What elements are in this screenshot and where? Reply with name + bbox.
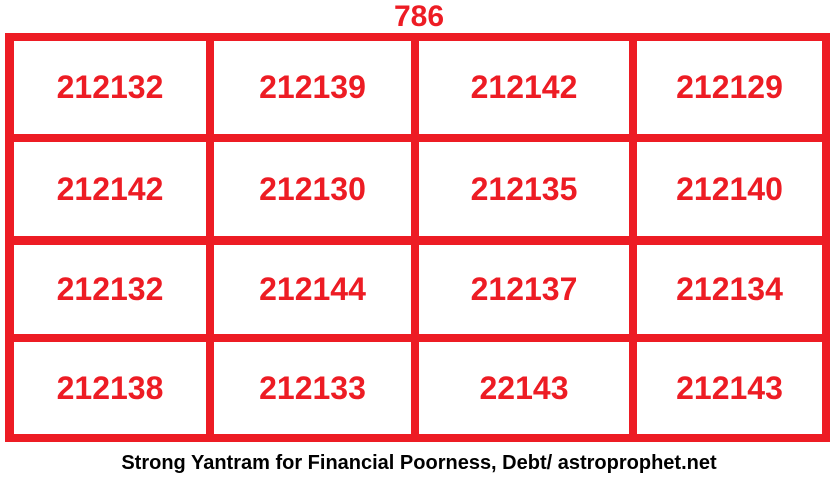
yantra-grid: 212132 212139 212142 212129 212142 212130 2121… bbox=[5, 33, 830, 442]
caption: Strong Yantram for Financial Poorness, D… bbox=[121, 452, 717, 474]
yantra-cell: 212132 bbox=[14, 41, 206, 134]
yantra-cell: 22143 bbox=[419, 342, 629, 434]
yantra-cell: 212129 bbox=[637, 41, 822, 134]
yantra-cell: 212137 bbox=[419, 245, 629, 334]
yantra-cell: 212143 bbox=[637, 342, 822, 434]
yantra-cell: 212134 bbox=[637, 245, 822, 334]
yantra-cell: 212133 bbox=[214, 342, 411, 434]
yantra-cell: 212142 bbox=[419, 41, 629, 134]
yantra-cell: 212140 bbox=[637, 142, 822, 236]
yantra-cell: 212138 bbox=[14, 342, 206, 434]
yantra-cell: 212144 bbox=[214, 245, 411, 334]
yantra-cell: 212139 bbox=[214, 41, 411, 134]
yantra-title: 786 bbox=[393, 0, 445, 33]
yantra-cell: 212132 bbox=[14, 245, 206, 334]
yantra-cell: 212135 bbox=[419, 142, 629, 236]
yantra-cell: 212130 bbox=[214, 142, 411, 236]
yantra-cell: 212142 bbox=[14, 142, 206, 236]
